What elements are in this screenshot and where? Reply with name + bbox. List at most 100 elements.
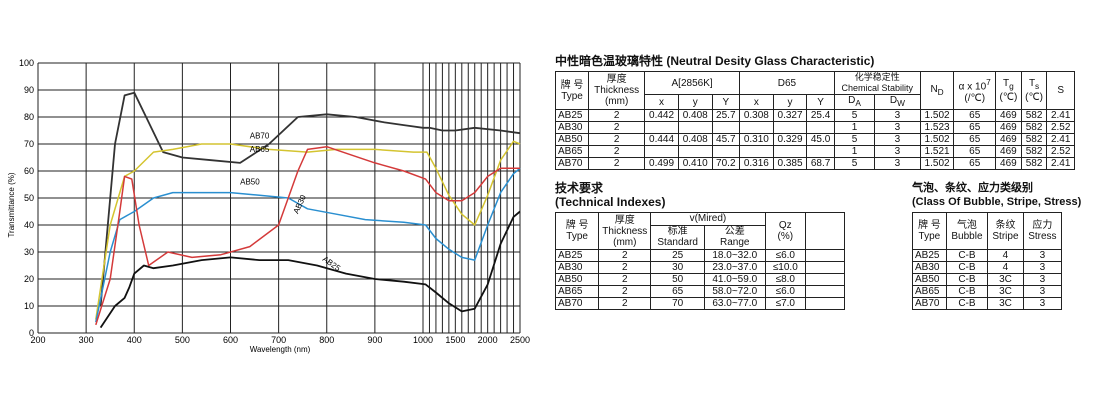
ndg-cell: 1	[833, 121, 876, 134]
y-tick-label: 80	[24, 112, 34, 122]
series-line-ab25	[99, 210, 521, 329]
ndg-cell: 3	[874, 145, 921, 158]
tech-table: 牌 号 Type 厚度 Thickness (mm) v(Mired) Qz (%) 标…	[554, 212, 845, 310]
tech-cell: ≤6.0	[764, 249, 807, 262]
bubble-cell: AB65	[912, 285, 947, 298]
bubble-row: AB50 C-B 3C 3	[912, 273, 1063, 286]
bubble-cell: 4	[987, 249, 1024, 262]
tech-cell: 2	[598, 273, 652, 286]
ndg-table: 牌 号 Type 厚度 Thickness (mm) A[2856K] D65 化学稳…	[554, 71, 1075, 170]
bubble-cell: C-B	[945, 261, 989, 274]
ndg-cell: 65	[953, 109, 997, 122]
bubble-cell: 3	[1022, 273, 1063, 286]
ndg-sh-d-x: x	[739, 94, 774, 110]
x-tick-label: 400	[127, 335, 142, 345]
ndg-cell: 0.442	[644, 109, 679, 122]
ndg-cell: 469	[995, 145, 1022, 158]
ndg-h-ts: Ts (℃)	[1020, 71, 1048, 110]
x-tick-label: 2500	[510, 335, 530, 345]
y-tick-label: 70	[24, 139, 34, 149]
x-axis-label: Wavelength (nm)	[250, 345, 311, 354]
series-line-ab65	[95, 140, 521, 320]
bubble-cell: 3C	[987, 273, 1024, 286]
tech-h-thickness: 厚度 Thickness (mm)	[598, 212, 652, 250]
ndg-cell: 2.52	[1046, 145, 1075, 158]
curve-label-ab70: AB70	[250, 132, 270, 141]
tech-cell: ≤10.0	[764, 261, 807, 274]
ndg-header-row: 牌 号 Type 厚度 Thickness (mm) A[2856K] D65 化学稳…	[554, 71, 1075, 110]
tech-subheader-row: 标准 Standard 公差 Range	[556, 224, 845, 251]
bubble-cell: C-B	[945, 273, 989, 286]
x-tick-label: 900	[367, 335, 382, 345]
ndg-sh-dw: DW	[874, 94, 921, 110]
ndg-cell: 469	[995, 157, 1022, 170]
ndg-h-chemical: 化学稳定性 Chemical Stability	[833, 71, 921, 95]
ndg-cell	[644, 121, 679, 134]
ndg-row: AB25 2 0.442 0.408 25.7 0.308 0.327 25.4 5 3 1.502…	[554, 109, 1075, 122]
bubble-cell: 3C	[987, 285, 1024, 298]
ndg-cell: AB70	[554, 157, 590, 170]
ndg-row: AB65 2 1 3 1.521 65 469 582 2.52	[554, 145, 1075, 158]
ndg-cell: 1.521	[919, 145, 955, 158]
bubble-cell: 3	[1022, 285, 1063, 298]
tech-cell: 30	[650, 261, 705, 274]
ndg-cell: 0.327	[772, 109, 808, 122]
tech-row: AB25 2 25 18.0~32.0 ≤6.0	[554, 249, 845, 262]
curve-label-ab65: AB65	[250, 145, 270, 154]
ndg-cell: 0.408	[677, 133, 713, 146]
ndg-cell: 68.7	[806, 157, 835, 170]
bubble-cell: C-B	[945, 285, 989, 298]
ndg-h-a2856k: A[2856K]	[644, 71, 741, 95]
curve-label-ab50: AB50	[240, 178, 260, 187]
bubble-row: AB70 C-B 3C 3	[912, 297, 1063, 310]
ndg-subheader-row: x y Y x y Y DA DW	[556, 94, 1075, 110]
y-axis-label: Transmittance (%)	[7, 172, 16, 237]
tech-cell: ≤6.0	[764, 285, 807, 298]
y-tick-label: 60	[24, 166, 34, 176]
x-tick-label: 800	[319, 335, 334, 345]
bubble-cell: AB30	[912, 261, 947, 274]
ndg-cell: 582	[1020, 109, 1048, 122]
bubble-h-stripe: 条纹 Stripe	[987, 212, 1024, 250]
ndg-cell: 2	[588, 157, 646, 170]
curve-label-ab30: AB30	[292, 193, 309, 215]
y-tick-label: 20	[24, 274, 34, 284]
ndg-cell: 2.41	[1046, 157, 1075, 170]
x-tick-label: 200	[30, 335, 45, 345]
ndg-cell	[677, 121, 713, 134]
x-tick-label: 500	[175, 335, 190, 345]
ndg-h-nd: ND	[919, 71, 955, 110]
x-tick-label: 1500	[445, 335, 465, 345]
y-tick-label: 0	[29, 328, 34, 338]
ndg-row: AB70 2 0.499 0.410 70.2 0.316 0.385 68.7 5 3 1.502…	[554, 157, 1075, 170]
tech-cell: 65	[650, 285, 705, 298]
y-tick-label: 50	[24, 193, 34, 203]
ndg-cell: 5	[833, 133, 876, 146]
tech-cell: AB30	[554, 261, 600, 274]
tech-h-range: 公差 Range	[704, 224, 766, 251]
ndg-cell	[739, 145, 774, 158]
ndg-cell: 45.0	[806, 133, 835, 146]
ndg-cell	[806, 145, 835, 158]
bubble-cell: 3	[1022, 249, 1063, 262]
bubble-cell: AB70	[912, 297, 947, 310]
ndg-cell: 65	[953, 121, 997, 134]
ndg-cell	[711, 145, 741, 158]
ndg-cell	[711, 121, 741, 134]
ndg-cell: 2	[588, 109, 646, 122]
ndg-cell: 1.523	[919, 121, 955, 134]
ndg-cell: 2	[588, 145, 646, 158]
ndg-cell: 0.410	[677, 157, 713, 170]
tech-h-type: 牌 号 Type	[554, 212, 600, 250]
tech-row: AB70 2 70 63.0~77.0 ≤7.0	[554, 297, 845, 310]
ndg-sh-d-y: y	[772, 94, 808, 110]
ndg-cell: 70.2	[711, 157, 741, 170]
ndg-cell	[644, 145, 679, 158]
y-tick-label: 10	[24, 301, 34, 311]
bubble-h-stress: 应力 Stress	[1022, 212, 1063, 250]
tech-cell-empty	[805, 285, 845, 298]
tech-cell: 2	[598, 261, 652, 274]
tech-cell: 2	[598, 297, 652, 310]
tech-h-empty	[805, 212, 845, 250]
y-tick-label: 30	[24, 247, 34, 257]
